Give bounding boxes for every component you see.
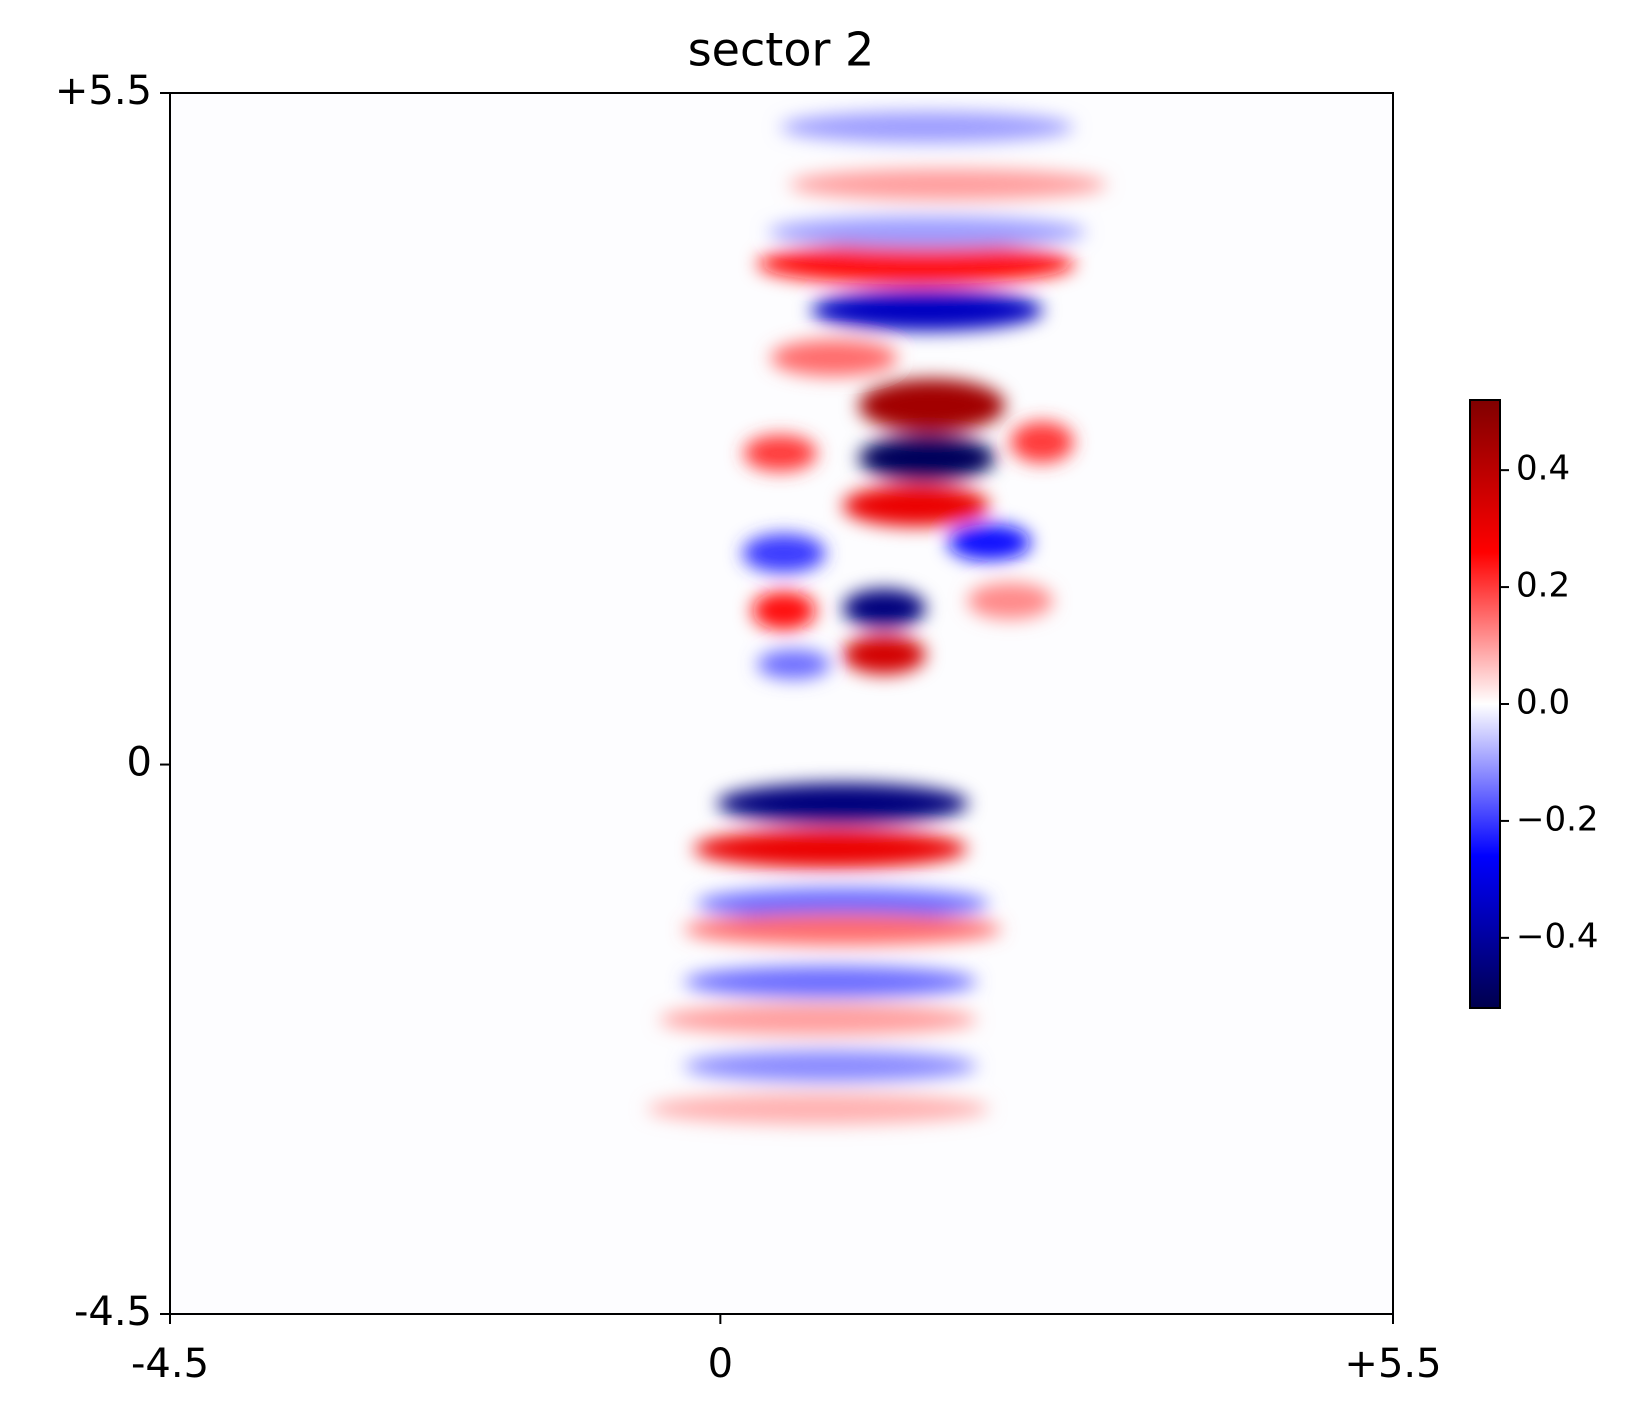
heat-blob [693, 829, 968, 869]
y-tick-label: 0 [127, 740, 152, 786]
heat-blob [659, 1003, 978, 1036]
heat-blob [810, 289, 1044, 332]
heat-blob [842, 635, 926, 675]
heat-blob [757, 649, 831, 680]
chart-title: sector 2 [688, 23, 875, 77]
heat-blob [1010, 421, 1074, 463]
heat-blob [842, 484, 990, 527]
heat-blob [947, 524, 1031, 561]
heat-blob [757, 243, 1076, 285]
colorbar-tick-label: −0.4 [1516, 916, 1599, 956]
heat-blob [683, 913, 1002, 946]
heat-blob [683, 966, 978, 998]
colorbar-tick-label: 0.0 [1516, 683, 1570, 723]
heat-blob [780, 111, 1074, 144]
heatmap [646, 111, 1107, 1125]
plot-background [170, 93, 1393, 1314]
heat-blob [716, 782, 969, 825]
heat-blob [695, 887, 990, 920]
heat-blob [770, 339, 898, 377]
heat-blob [788, 168, 1107, 201]
colorbar-tick-label: 0.4 [1516, 449, 1570, 489]
x-tick-label: 0 [708, 1341, 733, 1387]
heat-blob [858, 434, 996, 482]
heat-blob [752, 591, 816, 631]
heat-blob [742, 533, 826, 573]
colorbar-tick-label: −0.2 [1516, 799, 1599, 839]
heat-blob [842, 588, 926, 628]
heat-blob [858, 378, 1006, 433]
heat-blob [683, 1050, 978, 1083]
x-tick-label: +5.5 [1344, 1341, 1441, 1387]
plot-frame [169, 92, 1394, 1315]
heat-blob [743, 434, 817, 472]
x-tick-label: -4.5 [131, 1341, 209, 1387]
colorbar-tick-label: 0.2 [1516, 566, 1570, 606]
heat-blob [768, 216, 1087, 249]
heat-blob [967, 582, 1054, 620]
y-tick-label: -4.5 [74, 1289, 152, 1335]
y-tick-label: +5.5 [55, 68, 152, 114]
heat-blob [646, 1092, 990, 1125]
colorbar [1469, 399, 1501, 1009]
